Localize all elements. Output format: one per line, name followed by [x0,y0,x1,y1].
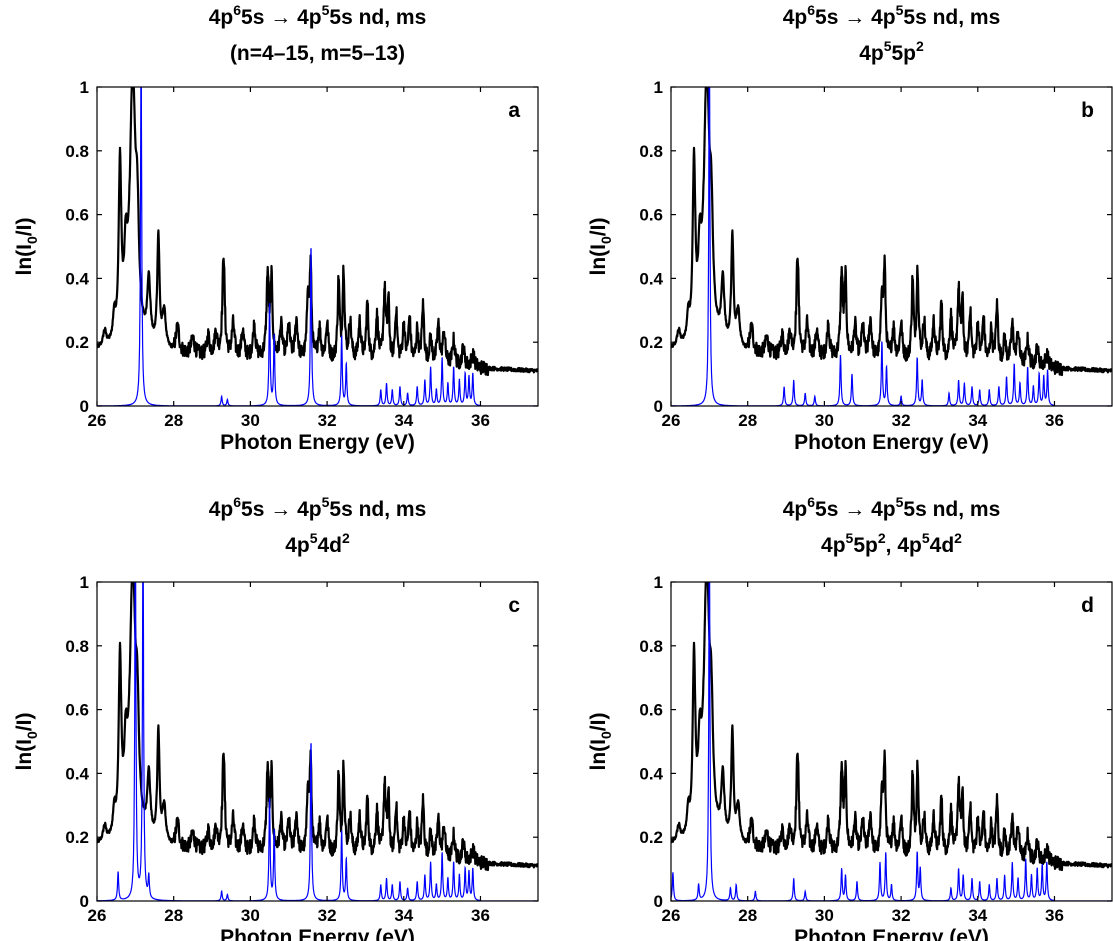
axes-box [670,86,1113,407]
panel-label: b [1081,99,1094,122]
y-tick-label: 0.4 [65,269,89,288]
chart-title-line-2: 4p55p2 [859,38,924,65]
y-tick-label: 0.6 [65,206,89,225]
y-tick-label: 0.4 [65,764,89,783]
x-axis-label: Photon Energy (eV) [794,926,989,941]
y-axis-label: ln(I0/I) [13,713,40,771]
plot-area [97,87,538,406]
chart-panel-a: 4p65s → 4p55s nd, ms (n=4–15, m=5–13) 26 28… [13,2,539,454]
x-tick-label: 26 [662,906,681,925]
chart-title-line-1: 4p65s → 4p55s nd, ms [209,2,427,29]
x-tick-label: 36 [471,906,490,925]
x-tick-label: 28 [164,411,183,430]
plot-area [97,582,538,901]
chart-panel-c: 4p65s → 4p55s nd, ms 4p54d2 26 28 30 32 34 36 0 0… [13,494,539,941]
x-tick-label: 26 [88,906,107,925]
y-tick-label: 0.8 [65,142,89,161]
x-axis-label: Photon Energy (eV) [220,431,415,454]
axes-box [96,86,539,407]
y-tick-label: 0.8 [65,637,89,656]
measured-series-line [97,582,538,872]
chart-title-line-2: 4p54d2 [285,530,350,557]
y-tick-label: 0.2 [639,828,663,847]
measured-series-line [671,87,1112,377]
x-tick-label: 30 [815,906,834,925]
y-tick-label: 0.6 [639,701,663,720]
x-tick-label: 34 [968,906,987,925]
plot-area [671,582,1112,901]
y-tick-label: 0.2 [65,333,89,352]
x-tick-label: 30 [815,411,834,430]
y-tick-label: 1 [654,573,663,592]
y-tick-label: 0.8 [639,637,663,656]
y-tick-label: 0.6 [639,206,663,225]
x-tick-label: 28 [738,906,757,925]
panel-label: c [508,594,520,617]
y-tick-label: 0.8 [639,142,663,161]
y-tick-label: 1 [80,573,89,592]
x-axis-label: Photon Energy (eV) [220,926,415,941]
x-tick-label: 34 [394,906,413,925]
x-tick-label: 34 [394,411,413,430]
chart-title-line-1: 4p65s → 4p55s nd, ms [783,2,1001,29]
x-tick-label: 28 [164,906,183,925]
chart-title-line-2: (n=4–15, m=5–13) [230,42,405,65]
y-tick-label: 0 [654,397,663,416]
chart-title-line-1: 4p65s → 4p55s nd, ms [209,494,427,521]
x-tick-label: 36 [471,411,490,430]
x-tick-label: 34 [968,411,987,430]
chart-panel-d: 4p65s → 4p55s nd, ms 4p55p2, 4p54d2 26 28 30… [587,494,1113,941]
y-tick-label: 1 [654,78,663,97]
y-tick-label: 0 [80,397,89,416]
measured-series-line [97,87,538,377]
axes-box [670,581,1113,902]
y-axis-label: ln(I0/I) [587,713,614,771]
y-tick-label: 0.4 [639,269,663,288]
x-tick-label: 32 [318,411,337,430]
y-axis-label: ln(I0/I) [587,218,614,276]
x-axis-label: Photon Energy (eV) [794,431,989,454]
x-tick-label: 36 [1045,906,1064,925]
x-tick-label: 32 [892,906,911,925]
y-tick-label: 0.2 [639,333,663,352]
x-tick-label: 30 [241,411,260,430]
x-tick-label: 36 [1045,411,1064,430]
measured-series-line [671,582,1112,872]
x-tick-label: 28 [738,411,757,430]
y-tick-label: 0.4 [639,764,663,783]
y-axis-label: ln(I0/I) [13,218,40,276]
x-tick-label: 32 [892,411,911,430]
panel-label: d [1081,594,1094,617]
y-tick-label: 0.2 [65,828,89,847]
axes-box [96,581,539,902]
y-tick-label: 0 [80,892,89,911]
chart-title-line-1: 4p65s → 4p55s nd, ms [783,494,1001,521]
x-tick-label: 30 [241,906,260,925]
y-tick-label: 0.6 [65,701,89,720]
chart-panel-b: 4p65s → 4p55s nd, ms 4p55p2 26 28 30 32 34 36 0 0… [587,2,1113,454]
x-tick-label: 32 [318,906,337,925]
chart-title-line-2: 4p55p2, 4p54d2 [821,530,962,557]
y-tick-label: 0 [654,892,663,911]
panel-label: a [508,99,520,122]
plot-area [671,87,1112,406]
x-tick-label: 26 [88,411,107,430]
x-tick-label: 26 [662,411,681,430]
y-tick-label: 1 [80,78,89,97]
